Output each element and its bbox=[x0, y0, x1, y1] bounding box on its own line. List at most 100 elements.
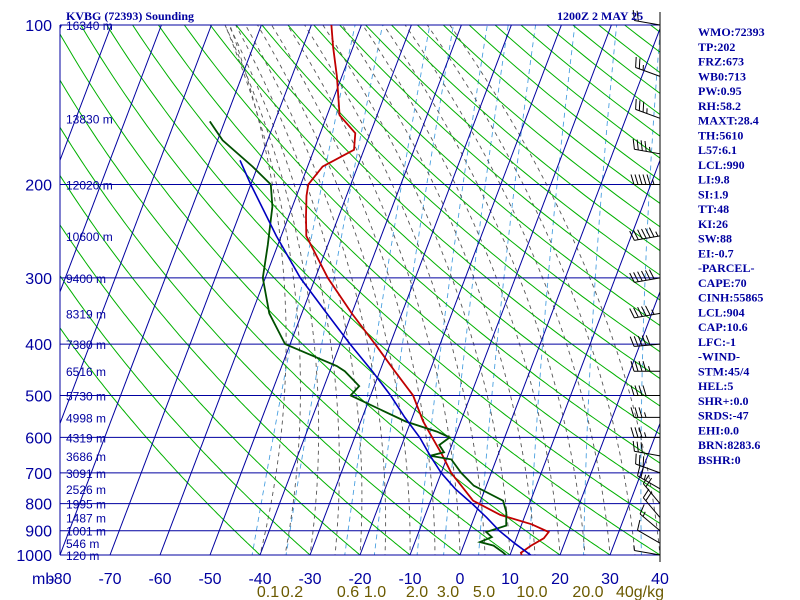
height-label: 3686 m bbox=[66, 450, 106, 464]
mixing-ratio-label: 5.0 bbox=[473, 584, 495, 600]
dewpoint-trace bbox=[209, 120, 508, 555]
temperature-tick-label: 20 bbox=[551, 571, 569, 588]
wind-barb-staff bbox=[637, 475, 661, 490]
temperature-tick-label: -20 bbox=[348, 571, 371, 588]
index-item: TP:202 bbox=[698, 40, 735, 54]
wind-barb-flag bbox=[642, 101, 645, 113]
wind-barb-flag bbox=[629, 308, 635, 319]
temperature-tick-label: -60 bbox=[148, 571, 171, 588]
isotherm-line bbox=[60, 25, 262, 555]
dry-adiabat-line bbox=[60, 224, 361, 555]
height-label: 2526 m bbox=[66, 483, 106, 497]
height-label: 8319 m bbox=[66, 307, 106, 321]
dry-adiabat-line bbox=[60, 174, 411, 555]
dry-adiabat-line bbox=[597, 25, 660, 74]
wind-barb-flag bbox=[638, 427, 643, 438]
mixing-ratio-line bbox=[443, 25, 509, 555]
index-item: SW:88 bbox=[698, 232, 732, 246]
wind-barb-staff bbox=[634, 343, 661, 347]
dry-adiabat-line bbox=[261, 25, 660, 380]
isotherm-line bbox=[309, 25, 512, 555]
mixing-ratio-line bbox=[640, 26, 660, 555]
wind-barb-flag bbox=[635, 56, 637, 68]
moist-adiabats bbox=[224, 25, 660, 555]
isotherm-lines bbox=[60, 25, 660, 555]
mixing-ratio-label: 40g/kg bbox=[616, 584, 664, 600]
wind-barb-flag bbox=[636, 10, 639, 22]
wind-barb-flag bbox=[645, 305, 651, 316]
mixing-ratio-line bbox=[344, 25, 431, 555]
sounding-traces bbox=[209, 25, 551, 555]
wind-barb-half-flag bbox=[642, 511, 646, 517]
moist-adiabat-line bbox=[322, 25, 511, 555]
wind-barb-flag bbox=[635, 453, 637, 465]
index-item: TT:48 bbox=[698, 202, 729, 216]
index-item: TH:5610 bbox=[698, 128, 743, 142]
wind-barb-flag bbox=[637, 229, 643, 240]
wind-barb-staff bbox=[642, 497, 661, 518]
index-item: EI:-0.7 bbox=[698, 246, 734, 260]
isotherm-line bbox=[60, 25, 112, 162]
wind-barb-flag bbox=[637, 306, 643, 317]
wind-barb-flag bbox=[646, 174, 651, 185]
wind-barb-flag bbox=[642, 361, 647, 372]
moist-adiabat-line bbox=[449, 25, 660, 555]
index-item: STM:45/4 bbox=[698, 364, 749, 378]
y-axis-label: mb bbox=[32, 571, 54, 588]
temperature-tick-label: 40 bbox=[651, 571, 669, 588]
wind-barb-staff bbox=[637, 529, 661, 544]
moist-adiabat-line bbox=[383, 25, 586, 555]
index-item: KI:26 bbox=[698, 217, 728, 231]
wind-barb-flag bbox=[640, 467, 644, 478]
wind-barb-flag bbox=[635, 98, 637, 110]
wind-barb-flag bbox=[645, 491, 653, 501]
dry-adiabat-line bbox=[106, 25, 660, 555]
wind-barb-flag bbox=[630, 407, 635, 418]
wind-barb-flag bbox=[642, 456, 645, 467]
index-item: -WIND- bbox=[698, 350, 740, 364]
index-item: BRN:8283.6 bbox=[698, 438, 760, 452]
wind-barb-staff bbox=[634, 450, 661, 457]
mixing-ratio-label: 10.0 bbox=[516, 584, 547, 600]
wind-barb-flag bbox=[634, 174, 639, 185]
moist-adiabat-line bbox=[286, 25, 461, 555]
isotherm-line bbox=[159, 25, 362, 555]
isotherm-line bbox=[559, 290, 660, 555]
moist-adiabat-line bbox=[224, 25, 301, 555]
index-item: LI:9.8 bbox=[698, 173, 730, 187]
height-label: 1001 m bbox=[66, 525, 106, 539]
wind-barb-flag bbox=[633, 230, 639, 240]
height-label: 12020 m bbox=[66, 179, 113, 193]
dry-adiabat-line bbox=[157, 25, 660, 494]
wind-barb-flag bbox=[632, 10, 635, 21]
mixing-ratio-line bbox=[583, 25, 618, 555]
mixing-ratio-label: 20.0 bbox=[572, 584, 603, 600]
observation-time: 1200Z 2 MAY 25 bbox=[557, 9, 643, 23]
pressure-tick-label: 100 bbox=[25, 18, 52, 35]
wind-barb-flag bbox=[634, 361, 639, 372]
index-item: WB0:713 bbox=[698, 69, 746, 83]
wind-barb-flag bbox=[636, 441, 639, 453]
mixing-ratio-label: 2.0 bbox=[406, 584, 428, 600]
wind-barb-flag bbox=[637, 271, 643, 282]
isotherm-line bbox=[109, 25, 312, 555]
wind-barb-flag bbox=[638, 174, 643, 185]
index-item: CAP:10.6 bbox=[698, 320, 748, 334]
wind-barb-flag bbox=[633, 307, 639, 318]
wind-barb-flag bbox=[641, 306, 647, 317]
wind-barb-flag bbox=[638, 100, 641, 111]
mixing-ratio-line bbox=[285, 25, 384, 555]
dry-adiabat-line bbox=[364, 25, 660, 276]
dry-adiabat-line bbox=[339, 25, 660, 301]
temperature-tick-label: -40 bbox=[248, 571, 271, 588]
temperature-tick-label: 0 bbox=[456, 571, 465, 588]
wind-barb-flag bbox=[645, 270, 651, 280]
dry-adiabat-line bbox=[60, 33, 561, 555]
height-label: 3091 m bbox=[66, 467, 106, 481]
index-item: BSHR:0 bbox=[698, 453, 741, 467]
index-item: SI:1.9 bbox=[698, 187, 728, 201]
height-label: 4319 m bbox=[66, 431, 106, 445]
wind-barb-flag bbox=[629, 272, 635, 283]
index-item: EHI:0.0 bbox=[698, 423, 739, 437]
